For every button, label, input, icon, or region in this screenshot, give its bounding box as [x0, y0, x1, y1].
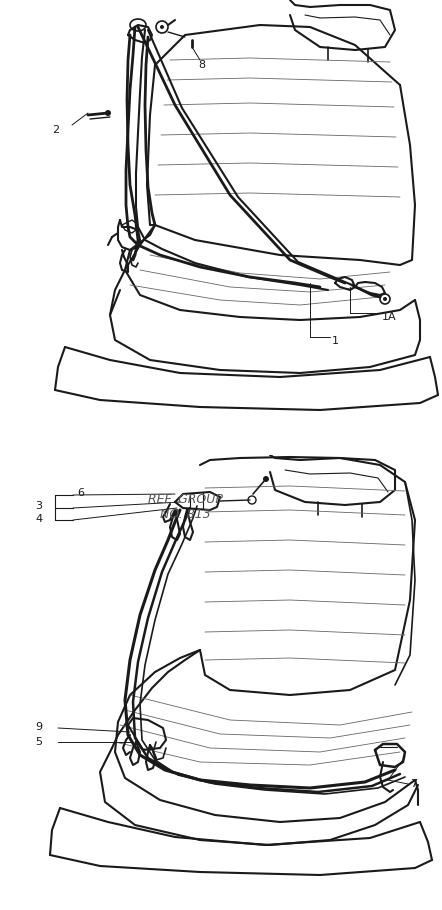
Text: 8: 8 [198, 60, 205, 70]
Circle shape [105, 110, 111, 116]
Text: 3: 3 [35, 501, 42, 511]
Text: 1: 1 [332, 336, 339, 346]
Text: 4: 4 [35, 514, 42, 524]
Circle shape [160, 25, 164, 29]
Circle shape [383, 297, 387, 301]
Text: 2: 2 [52, 125, 59, 135]
Circle shape [263, 476, 269, 482]
Text: 1A: 1A [382, 312, 396, 322]
Text: 9: 9 [35, 722, 42, 732]
Text: 5: 5 [35, 737, 42, 747]
Text: 6: 6 [77, 488, 84, 498]
Text: 7: 7 [410, 779, 417, 789]
Text: REF. GROUP
NO. 813: REF. GROUP NO. 813 [148, 493, 223, 521]
